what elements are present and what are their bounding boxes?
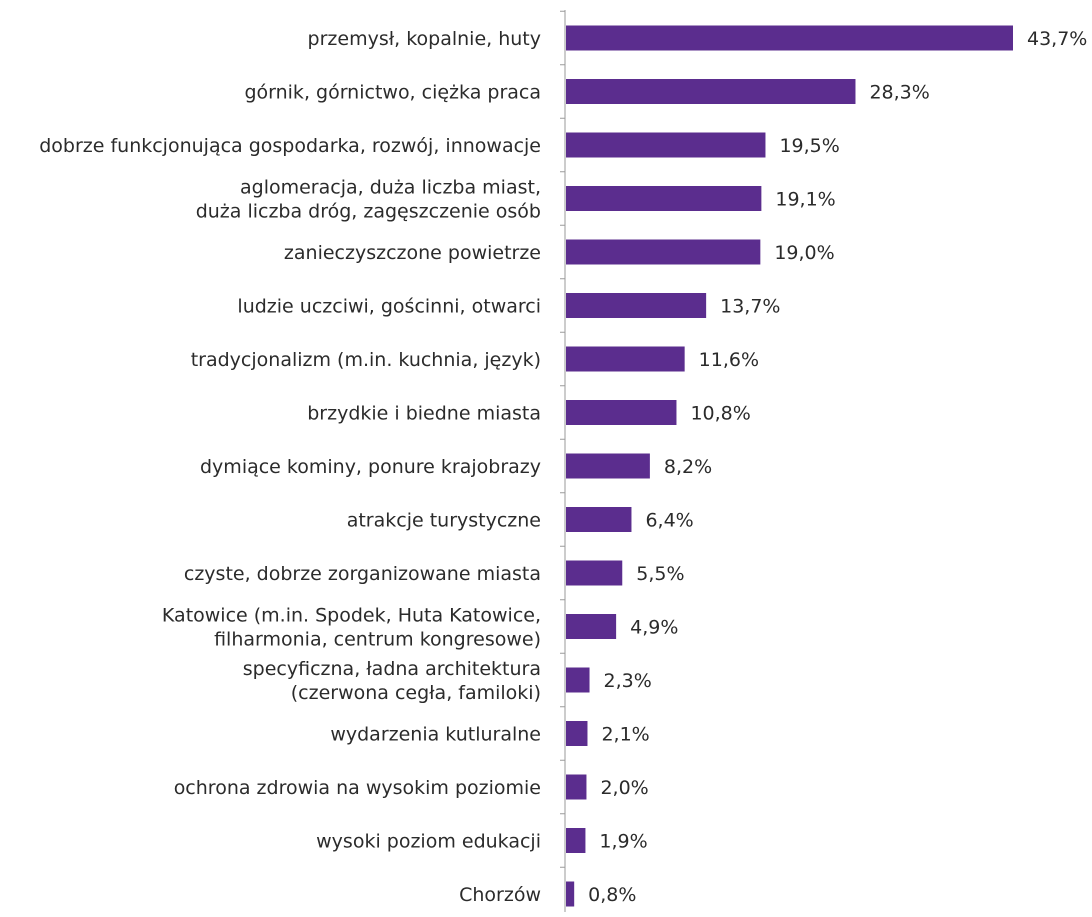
bar (566, 721, 588, 746)
category-label: ludzie uczciwi, gościnni, otwarci (237, 296, 541, 318)
bar (566, 293, 707, 318)
category-labels: przemysł, kopalnie, huty górnik, górnictw… (39, 28, 541, 906)
value-label: 19,1% (775, 189, 835, 211)
value-label: 0,8% (588, 884, 636, 906)
value-label: 13,7% (720, 296, 780, 318)
category-label: atrakcje turystyczne (347, 510, 541, 532)
category-label: wysoki poziom edukacji (316, 831, 541, 853)
category-label: czyste, dobrze zorganizowane miasta (184, 563, 541, 585)
value-label: 6,4% (645, 510, 693, 532)
value-labels: 43,7% 28,3% 19,5% 19,1% 19,0% 13,7% 11,6% 10,8%… (588, 28, 1087, 906)
category-label: zanieczyszczone powietrze (284, 242, 541, 264)
bar (566, 881, 575, 907)
value-label: 4,9% (630, 617, 678, 639)
category-label: górnik, górnictwo, ciężka praca (244, 82, 541, 104)
bar (566, 79, 856, 104)
value-label: 19,5% (779, 135, 839, 157)
bar (566, 507, 632, 532)
value-label: 19,0% (774, 242, 834, 264)
bar (566, 453, 650, 479)
bar (566, 186, 762, 211)
category-label: brzydkie i biedne miasta (307, 403, 541, 425)
bar (566, 667, 590, 693)
category-label: specyficzna, ładna architektura (czerwona… (243, 658, 541, 704)
bar (566, 400, 677, 425)
bar (566, 614, 617, 639)
value-label: 11,6% (699, 349, 759, 371)
bars (566, 25, 1013, 907)
bar (566, 346, 685, 372)
category-label: wydarzenia kutluralne (330, 724, 541, 746)
category-label: dobrze funkcjonująca gospodarka, rozwój,… (39, 135, 541, 157)
category-label: ochrona zdrowia na wysokim poziomie (174, 777, 541, 799)
category-label: aglomeracja, duża liczba miast, duża licz… (196, 177, 541, 223)
category-label: Chorzów (459, 884, 541, 906)
bar (566, 239, 761, 265)
value-label: 2,0% (600, 777, 648, 799)
bar (566, 560, 623, 586)
bar (566, 828, 586, 853)
value-label: 2,3% (604, 670, 652, 692)
value-label: 5,5% (636, 563, 684, 585)
bar (566, 774, 587, 800)
category-label: Katowice (m.in. Spodek, Huta Katowice, fi… (162, 605, 541, 651)
value-label: 8,2% (664, 456, 712, 478)
category-axis (560, 10, 566, 912)
value-label: 10,8% (690, 403, 750, 425)
value-label: 28,3% (869, 82, 929, 104)
value-label: 43,7% (1027, 28, 1087, 50)
value-label: 2,1% (601, 724, 649, 746)
value-label: 1,9% (599, 831, 647, 853)
bar (566, 132, 766, 158)
category-label: dymiące kominy, ponure krajobrazy (200, 456, 541, 478)
bar (566, 25, 1013, 51)
category-label: tradycjonalizm (m.in. kuchnia, język) (191, 349, 541, 371)
category-label: przemysł, kopalnie, huty (308, 28, 541, 50)
